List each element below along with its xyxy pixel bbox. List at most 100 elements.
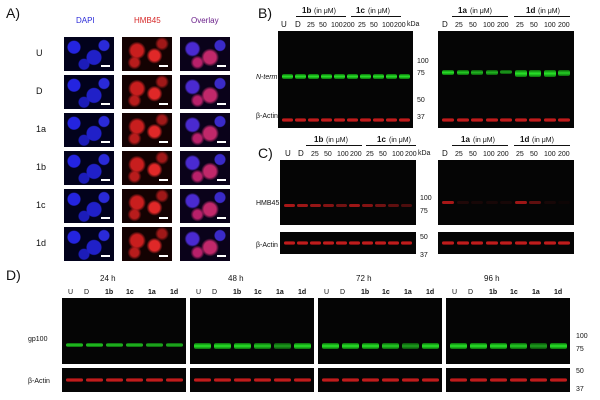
overlay-micrograph <box>180 75 230 109</box>
lane-label: 1c <box>254 289 262 296</box>
gp100-blot <box>446 298 570 364</box>
c-right-g1-name: 1a <box>461 135 470 144</box>
micro-row-label: 1b <box>36 162 47 172</box>
scale-bar <box>217 65 226 67</box>
gp100-band <box>450 343 467 349</box>
dapi-micrograph <box>64 113 114 147</box>
b-marker-100: 100 <box>417 58 429 65</box>
actin-band <box>214 378 231 382</box>
panel-a-letter: A) <box>6 5 20 21</box>
c-marker-75: 75 <box>420 208 428 215</box>
hmb45-band <box>297 204 308 207</box>
actin-band <box>284 241 295 245</box>
c-right-g1-unit: (in μM) <box>473 137 495 144</box>
actin-band <box>373 118 384 122</box>
actin-band <box>529 118 541 122</box>
lane-label: 1b <box>361 289 370 296</box>
b-marker-50: 50 <box>417 97 425 104</box>
gp100-band <box>274 343 291 349</box>
actin-band <box>362 378 379 382</box>
lane-label: 1b <box>489 289 498 296</box>
lane-label: U <box>452 289 458 296</box>
actin-band <box>402 378 419 382</box>
actin-band <box>450 378 467 382</box>
b-left-bracket-1 <box>296 16 346 17</box>
micro-row-label: D <box>36 86 43 96</box>
conc-label: 200 <box>405 151 417 158</box>
actin-band <box>558 241 570 245</box>
b-marker-75: 75 <box>417 70 425 77</box>
lane-label: D <box>212 289 218 296</box>
actin-band <box>530 378 547 382</box>
actin-band <box>334 118 345 122</box>
nterm-band <box>282 74 293 79</box>
actin-blot <box>190 368 314 392</box>
d-marker-75: 75 <box>576 346 584 353</box>
b-left-blot <box>278 31 413 128</box>
conc-label: 100 <box>382 22 394 29</box>
scale-bar <box>101 179 110 181</box>
c-right-lane-d: D <box>442 149 448 158</box>
nterm-band <box>334 74 345 79</box>
c-left-g1-name: 1b <box>314 135 324 144</box>
nterm-band <box>373 74 384 79</box>
hmb45-band <box>310 204 321 207</box>
hmb45-micrograph <box>122 113 172 147</box>
actin-band <box>401 241 412 245</box>
actin-band <box>442 118 454 122</box>
dapi-micrograph <box>64 75 114 109</box>
panel-d-letter: D) <box>6 267 21 283</box>
nterm-band <box>442 70 454 75</box>
actin-band <box>66 378 83 382</box>
conc-label: 50 <box>370 22 378 29</box>
scale-bar <box>159 65 168 67</box>
b-right-bracket-2 <box>514 16 570 17</box>
conc-label: 50 <box>469 151 477 158</box>
conc-label: 25 <box>311 151 319 158</box>
hmb45-micrograph <box>122 75 172 109</box>
d-marker-37: 37 <box>576 386 584 393</box>
c-left-g2-name: 1c <box>377 135 386 144</box>
nterm-band <box>321 74 332 79</box>
actin-band <box>282 118 293 122</box>
actin-band <box>166 378 183 382</box>
gp100-band <box>214 343 231 349</box>
col-label-dapi: DAPI <box>76 16 95 25</box>
gp100-band <box>146 343 163 347</box>
actin-band <box>295 118 306 122</box>
conc-label: 25 <box>455 22 463 29</box>
conc-label: 50 <box>379 151 387 158</box>
conc-label: 100 <box>337 151 349 158</box>
actin-band <box>274 378 291 382</box>
nterm-band <box>386 74 397 79</box>
actin-band <box>514 241 527 245</box>
micro-row-label: 1a <box>36 124 47 134</box>
conc-label: 25 <box>455 151 463 158</box>
panel-b-letter: B) <box>258 5 272 21</box>
c-left-bracket-2 <box>366 145 416 146</box>
scale-bar <box>217 255 226 257</box>
gp100-band <box>342 343 359 349</box>
actin-band <box>297 241 308 245</box>
conc-label: 25 <box>516 22 524 29</box>
lane-label: 1d <box>554 289 563 296</box>
dapi-micrograph <box>64 189 114 223</box>
dapi-micrograph <box>64 227 114 261</box>
scale-bar <box>217 217 226 219</box>
scale-bar <box>159 103 168 105</box>
lane-label: D <box>468 289 474 296</box>
conc-label: 50 <box>530 151 538 158</box>
b-left-g1-name: 1b <box>302 6 312 15</box>
scale-bar <box>101 103 110 105</box>
d-row-label-gp100: gp100 <box>28 336 48 343</box>
lane-label: 1c <box>126 289 134 296</box>
gp100-band <box>194 343 211 349</box>
nterm-band <box>360 74 371 79</box>
actin-band <box>336 241 347 245</box>
timepoint-label: 72 h <box>356 274 372 283</box>
scale-bar <box>101 141 110 143</box>
c-left-lane-d: D <box>298 149 304 158</box>
c-right-g2-name: 1d <box>520 135 530 144</box>
conc-label: 200 <box>497 151 509 158</box>
actin-band <box>456 118 469 122</box>
